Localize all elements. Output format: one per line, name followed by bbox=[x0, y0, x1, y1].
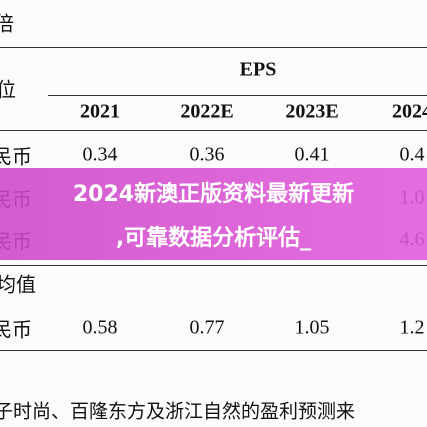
cell: 0.58 bbox=[82, 316, 118, 339]
banner-text: 2024新澳正版资料最新更新 bbox=[72, 182, 355, 207]
footnote: 子时尚、百隆东方及浙江自然的盈利预测来 bbox=[0, 401, 356, 423]
cell: 0.41 bbox=[294, 143, 330, 166]
row-label: 民币 bbox=[0, 146, 32, 169]
cell: 1.05 bbox=[294, 316, 330, 339]
unit-label: 位 bbox=[0, 79, 16, 102]
rule bbox=[0, 265, 427, 266]
rule bbox=[48, 95, 427, 96]
cell: 1.2 bbox=[399, 316, 425, 339]
column-header: 2024 bbox=[392, 100, 427, 123]
cell: 0.34 bbox=[82, 143, 118, 166]
group-header: EPS bbox=[239, 58, 277, 81]
cell: 0.77 bbox=[189, 316, 225, 339]
column-header: 2021 bbox=[80, 100, 120, 123]
rule bbox=[0, 130, 427, 131]
row-label: 民币 bbox=[0, 319, 32, 342]
cell: 0.36 bbox=[189, 143, 225, 166]
banner[interactable]: 2024新澳正版资料最新更新 ,可靠数据分析评估_ bbox=[0, 168, 427, 260]
banner-text: ,可靠数据分析评估_ bbox=[115, 226, 312, 251]
title: 倍 bbox=[0, 13, 14, 36]
column-header: 2023E bbox=[285, 100, 339, 123]
cell: 0.4 bbox=[399, 143, 425, 166]
section-label: 均值 bbox=[0, 274, 36, 297]
column-header: 2022E bbox=[180, 100, 234, 123]
rule bbox=[0, 350, 427, 351]
rule bbox=[0, 47, 427, 48]
